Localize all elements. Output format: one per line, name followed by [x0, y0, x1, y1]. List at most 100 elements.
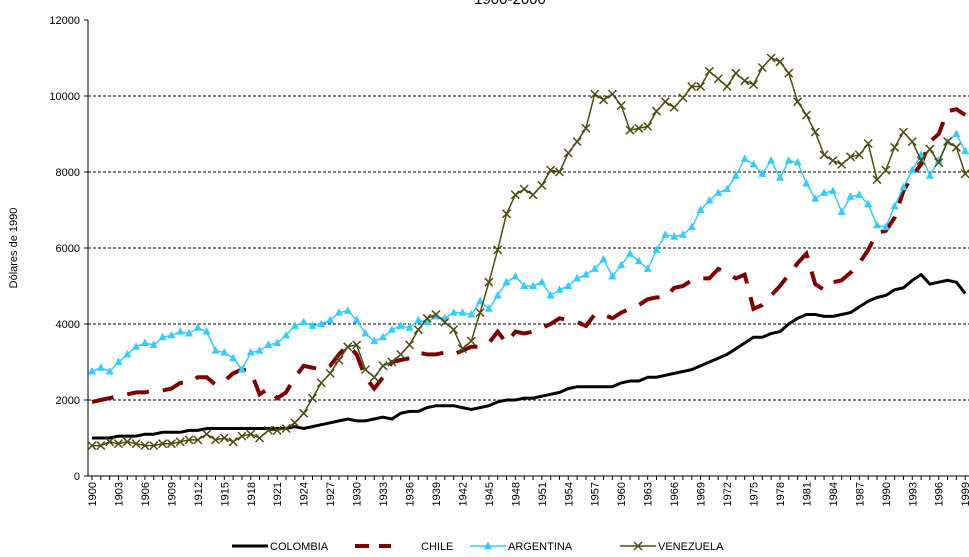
point-marker: [378, 361, 388, 371]
point-marker: [273, 338, 282, 346]
point-marker: [326, 315, 335, 324]
point-marker: [934, 157, 944, 168]
point-marker: [651, 106, 662, 116]
x-tick-label: 1999: [960, 482, 969, 506]
point-marker: [722, 81, 732, 92]
point-marker: [211, 346, 220, 354]
point-marker: [854, 150, 864, 160]
x-tick-label: 1987: [854, 482, 866, 506]
point-marker: [307, 393, 318, 403]
point-marker: [264, 340, 273, 348]
legend-marker: [633, 541, 643, 551]
point-marker: [484, 304, 493, 312]
point-marker: [352, 315, 361, 324]
x-tick-label: 1936: [405, 482, 417, 506]
point-marker: [590, 89, 600, 99]
x-tick-label: 1930: [352, 482, 364, 506]
point-marker: [299, 317, 308, 326]
series-line: [91, 107, 967, 404]
point-marker: [890, 201, 899, 210]
point-marker: [316, 378, 326, 388]
x-tick-label: 1963: [643, 482, 655, 506]
point-marker: [202, 327, 211, 335]
point-marker: [228, 437, 238, 447]
point-marker: [766, 53, 776, 63]
point-marker: [845, 152, 856, 162]
point-marker: [608, 272, 617, 280]
point-marker: [757, 62, 767, 73]
point-marker: [705, 196, 714, 204]
point-marker: [502, 277, 511, 286]
x-tick-label: 1957: [590, 482, 602, 506]
x-tick-label: 1921: [272, 482, 284, 506]
point-marker: [740, 154, 749, 162]
point-marker: [625, 125, 635, 135]
point-marker: [113, 439, 123, 449]
x-tick-label: 1960: [616, 482, 628, 506]
point-marker: [907, 137, 917, 147]
point-marker: [299, 408, 309, 418]
point-marker: [898, 127, 908, 137]
legend-marker: [484, 541, 492, 549]
point-marker: [572, 137, 582, 147]
y-tick-label: 12000: [49, 15, 80, 27]
point-marker: [493, 245, 503, 255]
point-marker: [387, 357, 397, 367]
point-marker: [872, 175, 882, 185]
point-marker: [281, 423, 291, 434]
point-marker: [961, 146, 969, 155]
point-marker: [960, 169, 969, 179]
point-marker: [370, 336, 379, 345]
point-marker: [175, 437, 185, 447]
point-marker: [696, 205, 705, 213]
point-marker: [943, 137, 953, 147]
point-marker: [714, 188, 723, 196]
point-marker: [863, 138, 873, 149]
point-marker: [131, 439, 141, 449]
point-marker: [387, 325, 396, 333]
point-marker: [140, 338, 149, 346]
point-marker: [678, 230, 687, 238]
y-tick-label: 10000: [49, 91, 80, 103]
point-marker: [272, 425, 282, 435]
point-marker: [88, 367, 96, 375]
point-marker: [476, 296, 485, 305]
point-marker: [352, 340, 362, 350]
point-marker: [660, 97, 670, 107]
point-marker: [864, 199, 873, 208]
series-line: [91, 132, 966, 373]
point-marker: [396, 349, 406, 359]
point-marker: [519, 184, 529, 194]
point-marker: [237, 365, 246, 373]
point-marker: [263, 425, 273, 435]
series-line: [92, 272, 967, 440]
point-marker: [793, 158, 802, 166]
point-marker: [185, 329, 194, 337]
x-tick-label: 1981: [801, 482, 813, 506]
point-marker: [122, 437, 132, 447]
legend-label: ARGENTINA: [508, 541, 573, 553]
point-marker: [361, 329, 370, 337]
point-marker: [925, 144, 935, 154]
point-marker: [811, 194, 820, 202]
point-marker: [881, 222, 890, 231]
point-marker: [502, 209, 512, 219]
point-marker: [749, 159, 758, 168]
point-marker: [881, 165, 891, 175]
point-marker: [282, 330, 291, 339]
point-marker: [563, 148, 573, 158]
point-marker: [237, 431, 247, 441]
point-marker: [220, 348, 229, 356]
point-marker: [661, 230, 670, 238]
point-marker: [634, 256, 643, 265]
x-tick-label: 1903: [113, 482, 125, 506]
x-tick-label: 1942: [457, 482, 469, 506]
point-marker: [96, 363, 105, 371]
point-marker: [546, 165, 556, 175]
point-marker: [431, 309, 441, 320]
point-marker: [784, 68, 794, 78]
point-marker: [740, 76, 750, 86]
x-tick-label: 1990: [881, 482, 893, 506]
y-tick-label: 2000: [56, 395, 80, 407]
point-marker: [528, 190, 538, 200]
